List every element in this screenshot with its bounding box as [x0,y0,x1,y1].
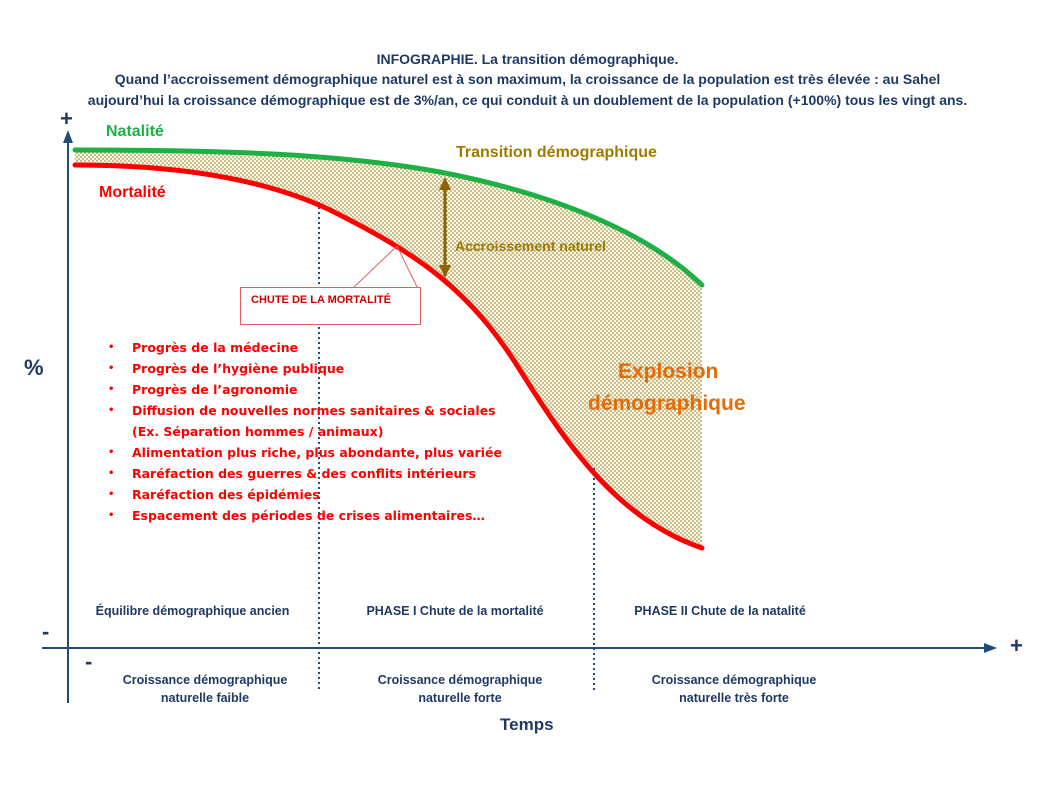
bullet-icon: • [108,342,115,353]
chute-mortalite-callout: CHUTE DE LA MORTALITÉ [240,287,421,325]
header-line-1: INFOGRAPHIE. La transition démographique… [376,51,679,67]
header-line-2: Quand l’accroissement démographique natu… [114,71,941,87]
header-line-3: aujourd’hui la croissance démographique … [87,92,968,108]
y-axis-arrowhead [63,130,73,143]
mortalite-curve [72,162,705,551]
explosion-label-line2: démographique [588,392,746,415]
accroissement-arrow [439,177,451,278]
bullet-icon: • [108,405,115,416]
bullet-icon: • [108,363,115,374]
callout-pointer [396,245,419,290]
phase-label-phase2: PHASE II Chute de la natalité [634,604,806,618]
explosion-label-line1: Explosion [618,360,719,383]
transition-label: Transition démographique [456,144,657,161]
cause-item: • Progrès de l’hygiène publique [108,358,502,379]
mortalite-label: Mortalité [99,184,166,201]
cause-item: • Raréfaction des guerres & des conflits … [108,463,502,484]
y-axis-minus: - [42,619,50,644]
cause-item: • Progrès de l’agronomie [108,379,502,400]
x-axis-minus: - [85,649,93,674]
bullet-icon: • [108,510,115,521]
cause-item: • Progrès de la médecine [108,337,502,358]
accroissement-label: Accroissement naturel [455,238,606,254]
bullet-icon: • [108,468,115,479]
bullet-icon: • [108,384,115,395]
x-axis-arrowhead [984,643,997,653]
y-axis-label: % [24,355,44,380]
phase-label-phase1: PHASE I Chute de la mortalité [366,604,544,618]
cause-item: • Espacement des périodes de crises alime… [108,505,502,526]
phase-label-equilibre: Équilibre démographique ancien [95,604,290,618]
natalite-label: Natalité [106,123,164,140]
x-axis-label: Temps [500,715,554,734]
x-axis-plus: + [1010,633,1023,658]
growth-label-forte: Croissance démographique naturelle forte [377,673,543,705]
growth-label-tres-forte: Croissance démographique naturelle très … [651,673,817,705]
natural-increase-area [75,150,702,548]
growth-label-faible: Croissance démographique naturelle faibl… [122,673,288,705]
cause-item: • Diffusion de nouvelles normes sanitaire… [108,400,502,421]
cause-item: • Alimentation plus riche, plus abondante… [108,442,502,463]
y-axis-plus: + [60,106,73,131]
bullet-icon: • [108,447,115,458]
cause-item: • Raréfaction des épidémies [108,484,502,505]
callout-pointer [351,245,398,290]
natalite-curve [72,147,705,288]
bullet-icon: • [108,489,115,500]
causes-list: • Progrès de la médecine • Progrès de l’hy… [108,337,502,526]
cause-item-continuation: (Ex. Séparation hommes / animaux) [132,424,384,439]
